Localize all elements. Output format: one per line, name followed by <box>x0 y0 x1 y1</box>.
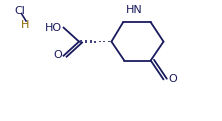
Text: Cl: Cl <box>14 6 25 16</box>
Text: HN: HN <box>126 5 143 15</box>
Text: HO: HO <box>45 23 62 33</box>
Text: O: O <box>168 74 177 84</box>
Text: H: H <box>21 20 29 30</box>
Text: O: O <box>53 50 62 60</box>
